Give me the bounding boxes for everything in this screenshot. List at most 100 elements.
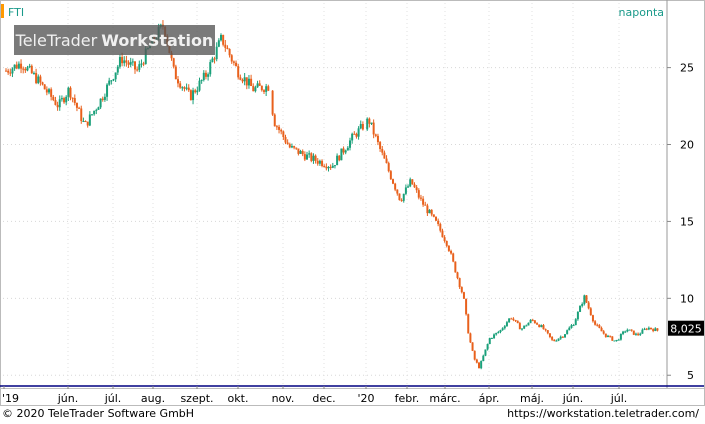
- ohlc-bar: [215, 42, 218, 62]
- ohlc-bar: [290, 143, 293, 149]
- ohlc-bar: [372, 119, 375, 139]
- ohlc-bar: [303, 151, 306, 162]
- ohlc-bar: [241, 78, 244, 84]
- ohlc-bar: [497, 330, 500, 334]
- ohlc-bar: [551, 336, 554, 342]
- ohlc-bar: [501, 327, 504, 331]
- ohlc-bar: [613, 340, 616, 342]
- ohlc-bar: [546, 330, 549, 335]
- ohlc-bar: [645, 327, 648, 331]
- x-tick-label: '20: [357, 392, 374, 405]
- ohlc-bar: [78, 106, 81, 109]
- ohlc-bar: [39, 74, 42, 86]
- ohlc-bar: [536, 322, 539, 325]
- ohlc-bar: [138, 60, 141, 73]
- ohlc-bar: [409, 177, 412, 188]
- ohlc-bar: [127, 60, 130, 68]
- ohlc-bar: [271, 90, 274, 116]
- ohlc-bar: [652, 328, 655, 333]
- ohlc-bar: [456, 271, 459, 280]
- ohlc-bar: [555, 339, 558, 342]
- ohlc-bar: [351, 132, 354, 144]
- x-tick-label: jún.: [57, 392, 79, 405]
- ohlc-bar: [400, 198, 403, 202]
- ohlc-bar: [273, 113, 276, 127]
- ohlc-bar: [224, 39, 227, 52]
- ohlc-bar: [353, 131, 356, 135]
- x-tick-label: febr.: [395, 392, 420, 405]
- ohlc-bar: [368, 117, 371, 128]
- price-bars: [5, 20, 659, 370]
- ohlc-bar: [91, 114, 93, 116]
- ohlc-bar: [93, 110, 96, 116]
- ohlc-bar: [564, 333, 566, 338]
- ohlc-bar: [13, 64, 16, 71]
- ohlc-bar: [374, 133, 377, 138]
- ohlc-bar: [576, 311, 579, 321]
- ohlc-bar: [349, 137, 351, 151]
- ohlc-bar: [189, 89, 192, 101]
- ohlc-bar: [392, 178, 394, 185]
- ohlc-bar: [301, 149, 304, 157]
- ohlc-bar: [628, 329, 631, 331]
- ohlc-bar: [123, 56, 126, 67]
- ohlc-bar: [471, 342, 474, 352]
- ohlc-bar: [607, 334, 609, 338]
- x-tick-label: '19: [2, 392, 19, 405]
- ohlc-bar: [54, 96, 57, 106]
- ohlc-bar: [177, 75, 179, 88]
- ohlc-bar: [609, 335, 612, 338]
- ohlc-bar: [598, 324, 601, 329]
- ohlc-bar: [591, 314, 594, 323]
- ohlc-bar: [452, 252, 455, 263]
- ohlc-bar: [488, 337, 491, 345]
- ohlc-bar: [355, 132, 358, 139]
- ohlc-bar: [235, 60, 238, 67]
- ohlc-bar: [58, 95, 61, 111]
- ohlc-bar: [202, 70, 205, 82]
- ohlc-bar: [617, 338, 620, 341]
- ohlc-bar: [538, 324, 541, 328]
- source-link[interactable]: https://workstation.teletrader.com/: [507, 407, 699, 420]
- ohlc-bar: [329, 164, 332, 170]
- ohlc-bar: [484, 349, 487, 357]
- ohlc-bar: [478, 361, 480, 369]
- ohlc-bar: [293, 145, 296, 150]
- ohlc-bar: [63, 96, 66, 104]
- x-tick-label: ápr.: [479, 392, 500, 405]
- ohlc-bar: [28, 63, 31, 69]
- ohlc-bar: [447, 245, 450, 252]
- ohlc-bar: [424, 201, 427, 206]
- ohlc-bar: [99, 98, 102, 110]
- ohlc-bar: [250, 74, 253, 87]
- watermark-brand: TeleTrader: [15, 30, 98, 50]
- ohlc-bar: [258, 80, 261, 86]
- ohlc-bar: [50, 87, 53, 101]
- ohlc-bar: [458, 277, 461, 289]
- y-axis: 5 10 15 20 25: [667, 62, 694, 382]
- ohlc-bar: [73, 94, 76, 106]
- ohlc-bar: [426, 203, 429, 216]
- ohlc-bar: [200, 79, 203, 84]
- ohlc-bar: [387, 161, 390, 173]
- ohlc-bar: [65, 95, 68, 106]
- ohlc-bar: [172, 57, 175, 69]
- ohlc-bar: [316, 158, 319, 166]
- ohlc-bar: [548, 333, 551, 339]
- chart-frame: [0, 0, 705, 406]
- ohlc-bar: [5, 68, 7, 72]
- ohlc-bar: [480, 360, 483, 370]
- ohlc-bar: [413, 182, 416, 188]
- ohlc-bar: [321, 159, 324, 168]
- ohlc-bar: [101, 96, 104, 102]
- ohlc-bar: [385, 155, 388, 164]
- ohlc-bar: [129, 57, 132, 68]
- ohlc-bar: [533, 319, 536, 324]
- ohlc-bar: [338, 155, 341, 162]
- ohlc-bar: [86, 121, 89, 128]
- interval-label[interactable]: naponta: [619, 6, 664, 19]
- ohlc-bar: [226, 45, 229, 50]
- outer-border: [0, 0, 705, 406]
- ohlc-bar: [32, 71, 35, 75]
